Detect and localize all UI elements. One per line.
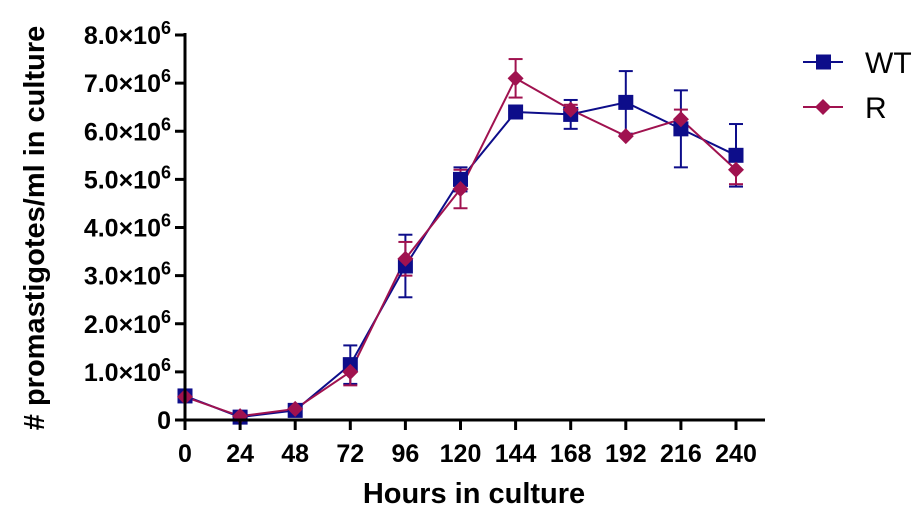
series-lines xyxy=(184,76,737,419)
x-tick-label: 0 xyxy=(178,440,192,468)
y-tick-label: 5.0×106 xyxy=(84,162,171,194)
data-point-R xyxy=(452,181,469,197)
x-tick-label: 120 xyxy=(440,440,482,468)
x-tick-label: 72 xyxy=(336,440,364,468)
data-point-WT xyxy=(508,104,524,120)
series-line-R xyxy=(184,76,737,418)
data-point-R xyxy=(562,101,579,118)
legend-label-R: R xyxy=(865,92,887,125)
data-point-R xyxy=(342,363,359,380)
x-tick-label: 168 xyxy=(550,440,592,468)
legend-label-WT: WT xyxy=(865,47,912,80)
legend-marker-R xyxy=(815,99,831,115)
x-tick-label: 48 xyxy=(281,440,309,468)
x-tick-label: 192 xyxy=(605,440,647,468)
data-point-R xyxy=(287,400,304,417)
data-markers xyxy=(177,70,744,425)
y-tick-label: 8.0×106 xyxy=(84,18,171,50)
y-tick-label: 2.0×106 xyxy=(84,307,171,339)
axes: 0 1.0×106 2.0×106 3.0×106 4.0×106 5.0×106 6.0×… xyxy=(84,18,765,468)
x-tick-label: 24 xyxy=(226,440,254,468)
y-tick-label: 7.0×106 xyxy=(84,66,171,98)
data-point-R xyxy=(728,161,744,178)
data-point-WT xyxy=(728,147,744,163)
data-point-R xyxy=(397,250,414,267)
x-tick-label: 144 xyxy=(495,440,537,468)
data-point-R xyxy=(617,128,634,145)
legend-marker-WT xyxy=(816,54,831,70)
x-tick-label: 240 xyxy=(715,440,757,468)
data-point-R xyxy=(507,70,524,87)
y-tick-label: 6.0×106 xyxy=(84,114,171,146)
x-tick-label: 96 xyxy=(391,440,419,468)
y-tick-label: 0 xyxy=(157,407,171,435)
data-point-R xyxy=(672,111,689,128)
legend: WT R xyxy=(803,47,912,125)
x-tick-label: 216 xyxy=(660,440,702,468)
y-tick-label: 3.0×106 xyxy=(84,259,171,291)
error-bars xyxy=(178,58,743,421)
data-point-WT xyxy=(618,94,634,110)
series-line-WT xyxy=(184,101,737,419)
data-point-WT xyxy=(673,121,689,137)
y-tick-label: 4.0×106 xyxy=(84,211,171,243)
x-axis-title: Hours in culture xyxy=(363,478,585,510)
y-axis-title: # promastigotes/ml in culture xyxy=(19,26,51,430)
y-tick-label: 1.0×106 xyxy=(84,355,171,387)
data-point-WT xyxy=(453,171,468,187)
